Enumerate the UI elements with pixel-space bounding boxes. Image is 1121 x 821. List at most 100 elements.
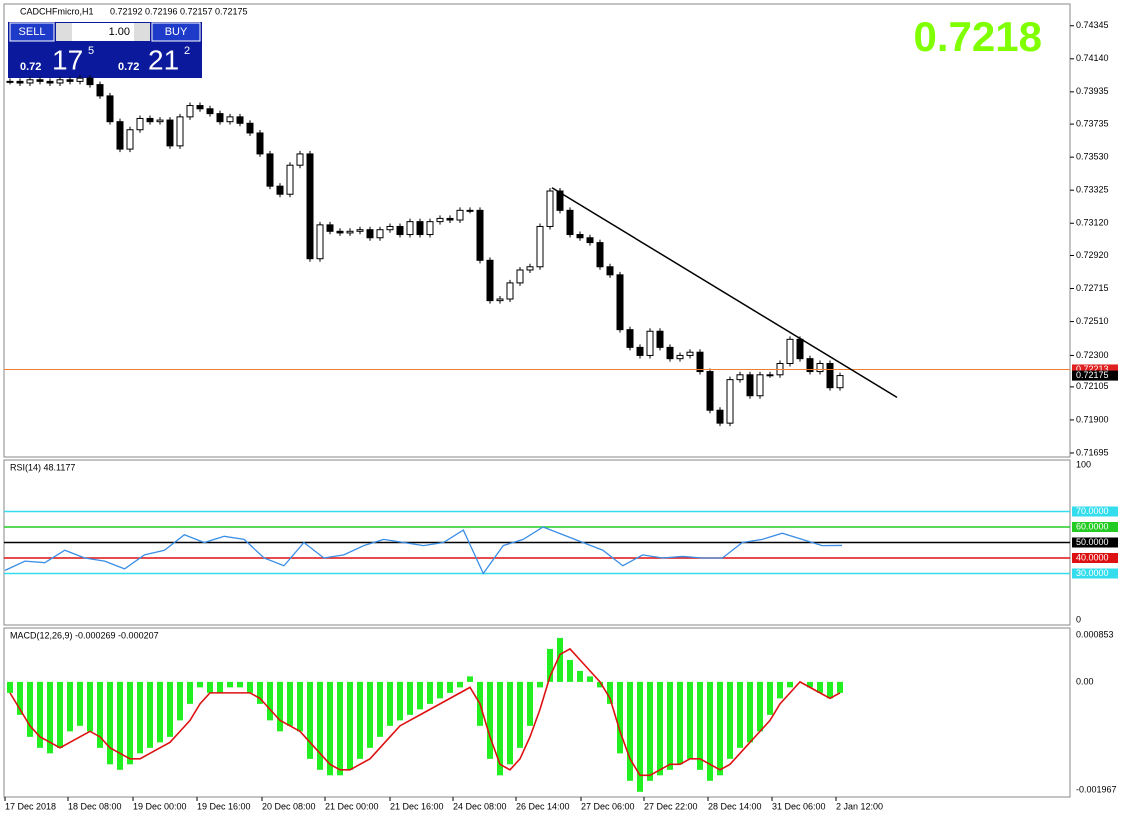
level-tag: [1072, 553, 1118, 563]
macd-bar: [827, 681, 833, 699]
candle: [726, 379, 734, 424]
candle: [736, 374, 744, 381]
lot-up[interactable]: [134, 23, 150, 41]
y-tick-label: 0.71900: [1076, 414, 1109, 424]
candle: [416, 221, 424, 236]
x-tick-label: 18 Dec 08:00: [68, 801, 122, 811]
big-price: 0.7218: [914, 13, 1042, 60]
macd-bar: [807, 681, 813, 688]
candle: [636, 346, 644, 356]
macd-bar: [777, 681, 783, 699]
candle: [66, 79, 74, 82]
candle: [206, 108, 214, 115]
ohlc: 0.72175: [215, 6, 248, 16]
macd-bar: [687, 681, 693, 759]
candle: [36, 79, 44, 82]
macd-bar: [397, 681, 403, 721]
candle: [366, 229, 374, 239]
candle: [466, 209, 474, 212]
candle: [646, 330, 654, 356]
x-tick-label: 19 Dec 16:00: [197, 801, 251, 811]
macd-bar: [247, 681, 253, 693]
macd-bar: [297, 681, 303, 732]
candle: [506, 282, 514, 300]
lot-down[interactable]: [56, 23, 72, 41]
macd-bar: [717, 681, 723, 776]
macd-bar: [747, 681, 753, 743]
macd-bar: [507, 681, 513, 765]
macd-bar: [647, 681, 653, 781]
macd-bar: [117, 681, 123, 770]
candle: [546, 190, 554, 227]
rsi-label: RSI(14) 48.1177: [10, 462, 75, 472]
macd-bar: [677, 681, 683, 765]
macd-bar: [537, 681, 543, 688]
y-tick-label: 0.72510: [1076, 316, 1109, 326]
level-tag: [1072, 568, 1118, 579]
x-tick-label: 21 Dec 16:00: [390, 801, 444, 811]
buy-button[interactable]: [151, 22, 201, 42]
macd-bar: [47, 681, 53, 754]
candle: [176, 116, 184, 147]
candle: [656, 330, 664, 348]
candle: [186, 105, 194, 118]
macd-bar: [707, 681, 713, 781]
ohlc: 0.72157: [180, 6, 213, 16]
y-tick-label: 0.74140: [1076, 53, 1109, 63]
macd-bar: [727, 681, 733, 759]
candle: [716, 409, 724, 424]
candle: [136, 117, 144, 131]
macd-bar: [497, 681, 503, 776]
candle: [226, 116, 234, 123]
candle: [566, 209, 574, 236]
level-tag: [1072, 522, 1118, 532]
candle: [336, 230, 344, 234]
buy-prefix: 0.72: [118, 61, 139, 73]
y-tick-label: 0.000853: [1076, 629, 1114, 639]
macd-bar: [267, 681, 273, 721]
macd-bar: [787, 681, 793, 688]
x-tick-label: 28 Dec 14:00: [708, 801, 762, 811]
ask-tag: [1072, 364, 1118, 375]
trendline: [551, 187, 898, 398]
lot-input[interactable]: [72, 23, 134, 41]
sell-button[interactable]: [9, 22, 55, 42]
candle: [216, 113, 224, 123]
macd-bar: [177, 681, 183, 721]
macd-bar: [617, 681, 623, 754]
buy-price: 21: [148, 44, 179, 75]
x-tick-label: 27 Dec 22:00: [644, 801, 698, 811]
macd-bar: [7, 681, 13, 693]
candle: [126, 129, 134, 150]
macd-bar: [97, 681, 103, 748]
ohlc: 0.72192: [110, 6, 143, 16]
candle: [426, 221, 434, 236]
macd-bar: [577, 670, 583, 682]
y-tick-label: 0.73530: [1076, 152, 1109, 162]
macd-bar: [547, 648, 553, 682]
macd-bar: [367, 681, 373, 748]
macd-bar: [337, 681, 343, 776]
macd-bar: [87, 681, 93, 732]
y-tick-label: 0.72105: [1076, 381, 1109, 391]
macd-bar: [67, 681, 73, 732]
candle: [706, 371, 714, 411]
candle: [146, 117, 154, 123]
macd-bar: [37, 681, 43, 748]
candle: [26, 79, 34, 84]
rsi-line: [4, 526, 843, 575]
macd-bar: [627, 681, 633, 781]
y-tick-label: 0.73735: [1076, 118, 1109, 128]
candle: [696, 351, 704, 373]
candle: [6, 80, 14, 83]
candle: [786, 338, 794, 364]
macd-bar: [667, 681, 673, 770]
macd-bar: [27, 681, 33, 737]
macd-bar: [347, 681, 353, 770]
macd-bar: [107, 681, 113, 765]
candle: [816, 362, 824, 373]
candle: [56, 79, 64, 84]
macd-bar: [257, 681, 263, 704]
